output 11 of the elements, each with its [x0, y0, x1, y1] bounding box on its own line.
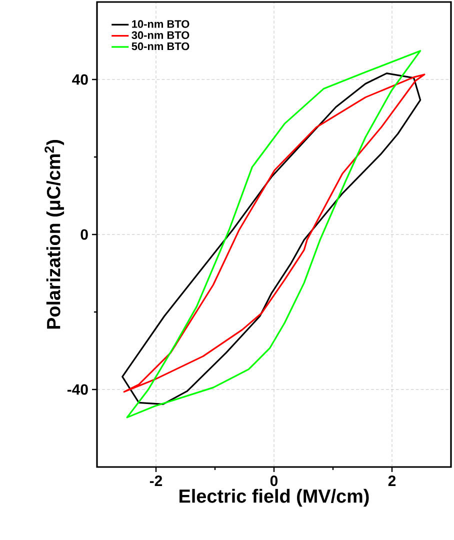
- x-tick-label: 0: [270, 476, 278, 486]
- x-axis-title: Electric field (MV/cm): [180, 488, 369, 507]
- x-tick-label: -2: [150, 476, 162, 486]
- x-tick-label: 2: [388, 476, 396, 486]
- legend-label: 50-nm BTO: [132, 42, 190, 50]
- y-tick-label: 0: [80, 229, 88, 240]
- legend-label: 10-nm BTO: [132, 20, 190, 28]
- legend-label: 30-nm BTO: [132, 31, 190, 40]
- y-axis-title: Polarization (μC/cm$^{2}$): [44, 140, 64, 329]
- y-tick-label: -40: [67, 384, 88, 395]
- y-tick-label: 40: [72, 74, 88, 85]
